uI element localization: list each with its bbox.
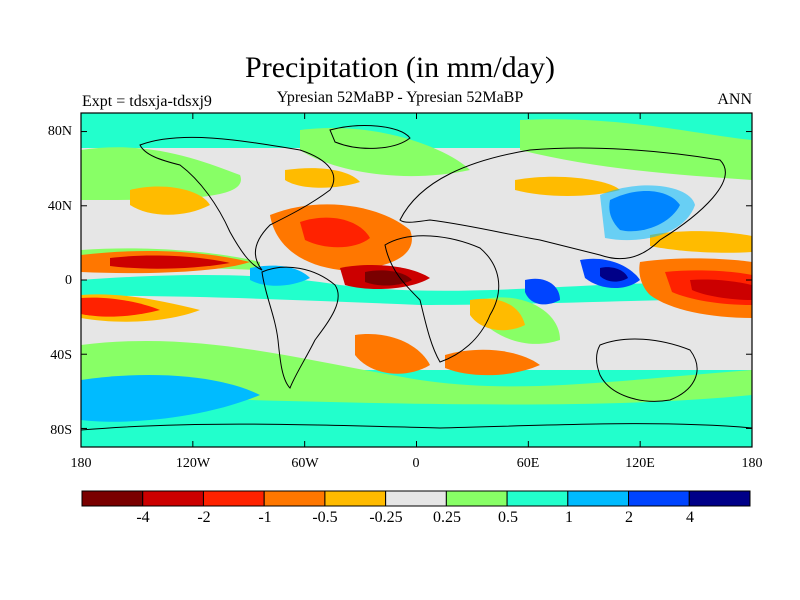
antarctica-coast (81, 423, 752, 431)
south-indian-orange (445, 349, 540, 376)
north-atlantic-orange (285, 168, 360, 188)
colorbar-box-9 (628, 490, 690, 507)
x-tick-label-180e: 180 (741, 456, 763, 471)
figure-title: Precipitation (in mm/day) (245, 51, 555, 84)
africa-coast (384, 235, 500, 363)
colorbar-label-7: 1 (565, 509, 573, 526)
colorbar-box-7 (506, 490, 569, 507)
indian-ocean-orange (470, 298, 525, 331)
x-tick-label-180w: 180 (70, 456, 92, 471)
coastlines (81, 125, 752, 431)
north-pacific-east-orange (650, 231, 752, 253)
colorbar-label-8: 2 (625, 509, 633, 526)
colorbar-box-3 (263, 490, 326, 507)
season-label: ANN (717, 91, 752, 108)
colorbar-label-4: -0.25 (369, 509, 403, 526)
x-tick-label-60w: 60W (291, 456, 319, 471)
greenland-coast (329, 125, 411, 149)
south-pacific-cyan (81, 375, 260, 422)
south-atlantic-orange (355, 334, 430, 374)
figure-subtitle: Ypresian 52MaBP - Ypresian 52MaBP (276, 89, 524, 106)
australia-coast (596, 338, 698, 402)
colorbar-box-8 (567, 490, 630, 507)
colorbar-box-6 (445, 490, 508, 507)
y-tick-label-40s: 40S (50, 348, 72, 363)
experiment-label: Expt = tdsxja-tdsxj9 (82, 93, 212, 110)
y-tick-label-0: 0 (65, 273, 72, 288)
colorbar-box-0 (81, 490, 144, 507)
africa-blue (525, 278, 560, 305)
colorbar-label-9: 4 (686, 509, 694, 526)
north-atlantic-green (300, 128, 470, 177)
colorbar-label-2: -1 (258, 509, 272, 526)
eurasia-coast (399, 147, 726, 260)
equatorial-atlantic-darkred (365, 270, 412, 286)
y-tick-label-80n: 80N (47, 124, 72, 139)
tropical-cyan-band (81, 275, 752, 305)
colorbar-box-10 (688, 490, 751, 507)
colorbar-label-3: -0.5 (312, 509, 338, 526)
anomaly-field (81, 113, 752, 447)
x-tick-label-60e: 60E (516, 456, 540, 471)
colorbar (81, 490, 751, 507)
colorbar-label-1: -2 (197, 509, 211, 526)
y-tick-label-40n: 40N (47, 199, 72, 214)
colorbar-box-1 (142, 490, 204, 507)
equatorial-pacific-red (110, 255, 230, 269)
colorbar-box-4 (324, 490, 387, 507)
y-tick-label-80s: 80S (50, 423, 72, 438)
x-tick-label-120e: 120E (625, 456, 655, 471)
north-pacific-orange (130, 186, 210, 215)
north-america-coast (139, 136, 335, 271)
west-pacific-darkred (690, 279, 752, 300)
x-tick-label-0: 0 (412, 456, 420, 471)
eurasia-orange (515, 176, 620, 196)
south-pacific-red (81, 297, 160, 317)
south-america-coast (261, 266, 339, 389)
colorbar-box-5 (385, 490, 447, 507)
east-asia-lightblue (600, 185, 695, 241)
axis-tick-marks (80, 113, 753, 447)
colorbar-label-5: 0.25 (433, 509, 461, 526)
north-pacific-green (81, 147, 241, 200)
central-atlantic-red (300, 217, 370, 248)
colorbar-label-6: 0.5 (498, 509, 518, 526)
x-tick-label-120w: 120W (175, 456, 211, 471)
colorbar-label-0: -4 (136, 509, 150, 526)
southern-ocean-green (81, 340, 752, 405)
maritime-continent-navy (600, 267, 628, 282)
colorbar-box-2 (202, 490, 265, 507)
